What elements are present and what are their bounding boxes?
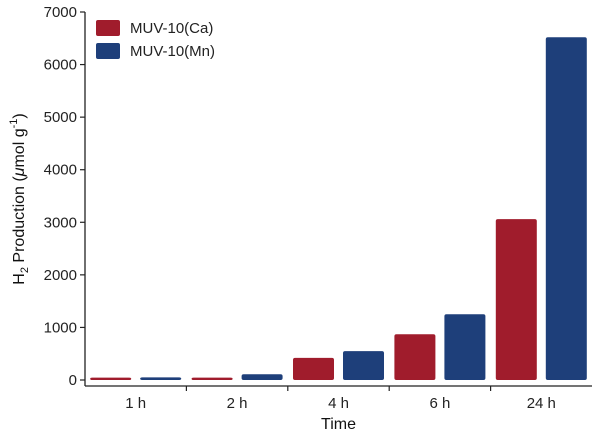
y-title-mu: μ xyxy=(11,167,28,177)
y-tick-label: 7000 xyxy=(44,4,77,21)
y-tick-label: 5000 xyxy=(44,109,77,126)
bar xyxy=(90,377,132,380)
y-tick-label: 4000 xyxy=(44,162,77,179)
y-tick-label: 6000 xyxy=(44,57,77,74)
bar xyxy=(293,357,334,380)
y-tick-label: 1000 xyxy=(44,319,77,336)
bar xyxy=(241,374,283,380)
y-title-text: Production ( xyxy=(11,176,28,267)
axes-layer: 0 1000 2000 3000 4000 5000 6000 7000 1 h 2 h 4 h 6 … xyxy=(44,4,592,412)
y-axis-title: H2 Production (μmol g-1) xyxy=(8,113,31,284)
bars-layer xyxy=(90,37,587,381)
legend: MUV-10(Ca) MUV-10(Mn) xyxy=(96,20,215,60)
legend-label: MUV-10(Mn) xyxy=(130,43,215,60)
y-title-h: H xyxy=(11,273,28,285)
y-title-superscript: -1 xyxy=(8,119,20,129)
bar xyxy=(545,37,587,381)
legend-swatch xyxy=(96,20,120,36)
bar xyxy=(394,334,436,380)
y-tick-label: 0 xyxy=(69,372,77,389)
x-tick-label: 2 h xyxy=(227,395,248,412)
x-tick-label: 6 h xyxy=(429,395,450,412)
bar xyxy=(495,219,537,380)
legend-swatch xyxy=(96,43,120,59)
x-tick-label: 4 h xyxy=(328,395,349,412)
y-tick-label: 2000 xyxy=(44,267,77,284)
x-axis-title: Time xyxy=(321,416,356,433)
x-tick-label: 24 h xyxy=(527,395,556,412)
y-title-unit: mol g xyxy=(11,128,28,167)
y-title-subscript: 2 xyxy=(19,267,31,273)
legend-label: MUV-10(Ca) xyxy=(130,20,213,37)
y-tick-label: 3000 xyxy=(44,214,77,231)
bar xyxy=(343,351,384,380)
bar xyxy=(444,314,486,380)
x-tick-label: 1 h xyxy=(125,395,146,412)
bar xyxy=(140,377,182,380)
bar xyxy=(191,377,233,380)
y-title-close: ) xyxy=(11,113,28,118)
